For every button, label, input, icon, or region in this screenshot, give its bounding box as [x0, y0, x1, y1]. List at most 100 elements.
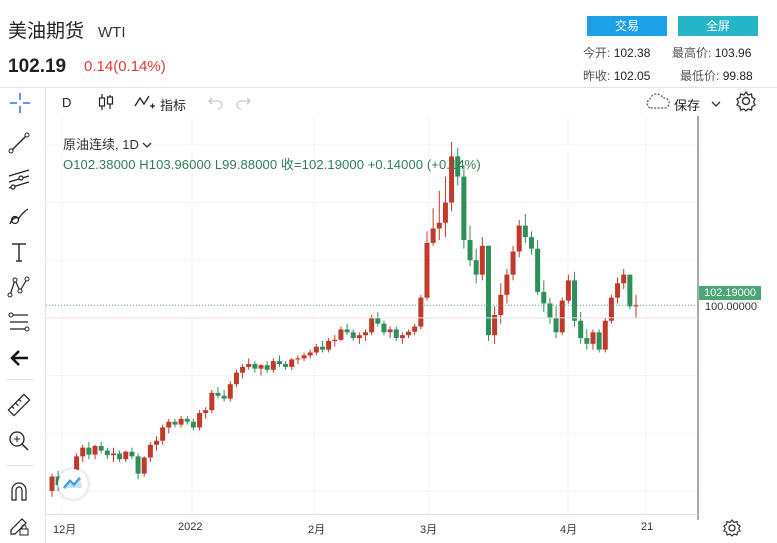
gear-icon[interactable]: [735, 90, 757, 112]
candle: [449, 141, 455, 212]
magnet-icon[interactable]: [7, 480, 31, 504]
candle: [190, 418, 196, 431]
save-button[interactable]: 保存: [674, 98, 701, 113]
pitchfork-icon[interactable]: [7, 168, 31, 192]
candle: [350, 329, 356, 341]
prev-close-value: 102.05: [613, 69, 651, 83]
high-label: 最高价:: [672, 46, 712, 60]
last-price: 102.19: [8, 56, 67, 77]
candle: [227, 381, 233, 402]
toolbar-separator: [6, 465, 34, 466]
ohlc-readout: O102.38000 H103.96000 L99.88000 收=102.19…: [63, 157, 481, 172]
time-label-feb: 2月: [308, 524, 326, 536]
candle: [270, 358, 276, 373]
instrument-code: WTI: [98, 24, 126, 41]
candle: [313, 343, 319, 356]
candle: [197, 410, 203, 431]
chevron-down-icon[interactable]: [142, 141, 152, 149]
trade-button[interactable]: 交易: [587, 16, 667, 36]
candle: [295, 355, 301, 365]
candle: [104, 447, 110, 460]
candle: [387, 326, 393, 339]
candle: [547, 297, 553, 324]
text-icon[interactable]: [7, 240, 31, 264]
candle: [338, 326, 344, 341]
candle: [166, 418, 172, 434]
brush-icon[interactable]: [7, 204, 31, 228]
candle: [375, 312, 381, 327]
redo-icon[interactable]: [234, 94, 252, 110]
fullscreen-button[interactable]: 全屏: [678, 16, 758, 36]
candle: [522, 214, 528, 243]
candle: [485, 245, 491, 341]
interval-selector[interactable]: D: [62, 95, 72, 110]
candle: [203, 407, 209, 419]
zoom-in-icon[interactable]: [7, 429, 31, 453]
candle: [424, 231, 430, 301]
candle: [289, 358, 295, 370]
time-label-21: 21: [641, 521, 654, 533]
candle: [246, 358, 252, 370]
high-value: 103.96: [714, 46, 752, 60]
indicators-button[interactable]: 指标: [160, 98, 187, 113]
back-arrow-icon[interactable]: [7, 346, 31, 370]
prev-close-stat: 昨收: 102.05: [583, 67, 650, 84]
chevron-down-icon[interactable]: [710, 96, 722, 107]
trend-line-icon[interactable]: [7, 131, 31, 155]
candle: [283, 361, 289, 370]
candle: [615, 277, 621, 304]
candle: [184, 415, 190, 425]
undo-icon[interactable]: [207, 94, 225, 110]
candle: [578, 312, 584, 344]
candle: [608, 294, 614, 324]
candle: [467, 225, 473, 266]
candle: [461, 165, 467, 249]
crosshair-icon[interactable]: [8, 91, 32, 115]
pencil-lock-icon[interactable]: [7, 514, 31, 538]
ruler-icon[interactable]: [7, 393, 31, 417]
pattern-icon[interactable]: [7, 275, 31, 299]
candle: [129, 447, 135, 460]
measure-icon[interactable]: [7, 310, 31, 334]
candle: [399, 332, 405, 344]
candle: [319, 340, 325, 353]
time-label-2022: 2022: [178, 521, 203, 533]
candle: [455, 147, 461, 186]
candle: [633, 295, 639, 319]
candle: [510, 245, 516, 281]
candle: [160, 424, 166, 445]
candle: [553, 306, 559, 339]
candle: [596, 329, 602, 353]
candle: [147, 441, 153, 463]
chart-symbol-label[interactable]: 原油连续, 1D: [63, 134, 152, 153]
tradingview-logo-icon[interactable]: [58, 469, 88, 499]
candle: [123, 450, 129, 463]
candle: [252, 361, 258, 373]
candle: [516, 219, 522, 258]
candle: [344, 323, 350, 336]
candle: [627, 274, 633, 310]
candle: [406, 329, 412, 339]
candle: [86, 441, 92, 460]
candle: [498, 283, 504, 324]
candle: [178, 415, 184, 428]
candle: [541, 280, 547, 313]
candle: [49, 473, 55, 497]
candle: [412, 323, 418, 336]
settings-gear-icon[interactable]: [722, 518, 742, 538]
indicators-icon[interactable]: [133, 92, 155, 112]
candle: [590, 329, 596, 350]
time-axis-line: [46, 514, 698, 515]
candle: [233, 369, 239, 388]
candle: [92, 444, 98, 460]
candle: [154, 436, 160, 451]
candle-type-icon[interactable]: [96, 92, 116, 112]
price-chart[interactable]: [46, 116, 777, 543]
candle: [559, 297, 565, 336]
candle: [332, 335, 338, 347]
cloud-icon[interactable]: [644, 92, 670, 112]
candle: [240, 364, 246, 379]
candle: [356, 332, 362, 344]
time-label-dec: 12月: [53, 524, 77, 536]
candles: [46, 141, 698, 497]
